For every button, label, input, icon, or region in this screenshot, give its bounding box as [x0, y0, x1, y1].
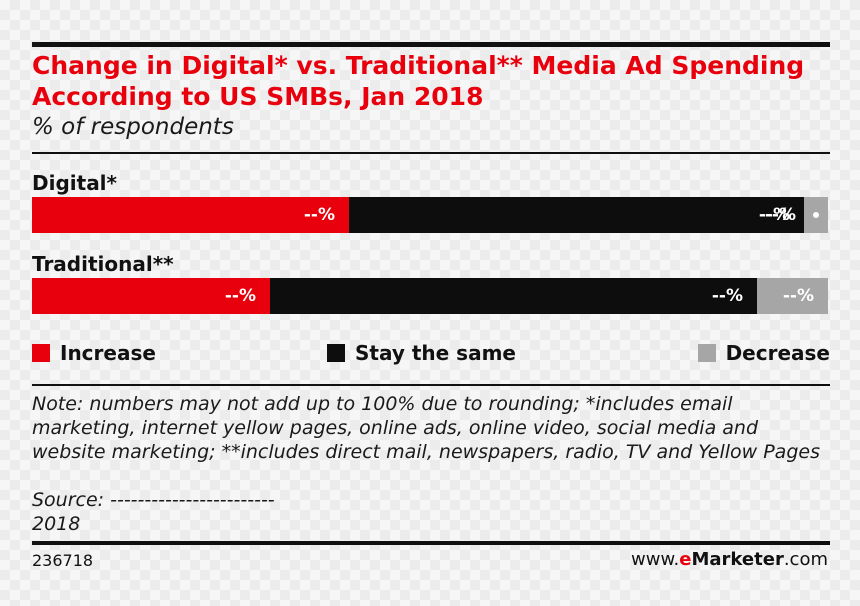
- bar-segment-digital-stay-same: --%: [349, 197, 804, 233]
- row-label-digital: Digital*: [32, 171, 117, 195]
- chart-id: 236718: [32, 551, 94, 570]
- bar-traditional: --% --% --%: [32, 278, 828, 314]
- row-label-traditional: Traditional**: [32, 252, 174, 276]
- legend-swatch-stay-same: [327, 344, 345, 362]
- bar-segment-traditional-increase: --%: [32, 278, 270, 314]
- subtitle-rule: [32, 152, 830, 154]
- emarketer-credit[interactable]: www.eMarketer.com: [631, 549, 828, 570]
- data-label-digital-increase: --%: [303, 205, 335, 225]
- legend-label-increase: Increase: [60, 341, 156, 365]
- legend-item-increase: Increase: [32, 340, 156, 366]
- credit-prefix: www.: [631, 549, 680, 570]
- legend-item-decrease: Decrease: [697, 340, 830, 366]
- data-label-traditional-increase: --%: [224, 286, 256, 306]
- top-rule: [32, 42, 830, 47]
- legend-label-stay-same: Stay the same: [355, 341, 516, 365]
- data-label-traditional-decrease: --%: [782, 286, 814, 306]
- bar-segment-digital-increase: --%: [32, 197, 349, 233]
- bottom-rule: [32, 541, 830, 545]
- source-line: Source: ------------------------: [32, 489, 275, 511]
- bar-segment-digital-decrease: --%: [765, 197, 828, 233]
- credit-e: e: [679, 549, 692, 570]
- bar-segment-traditional-stay-same: --%: [270, 278, 757, 314]
- bar-digital: --% --% --%: [32, 197, 828, 233]
- data-label-digital-decrease: --%: [764, 205, 796, 225]
- legend-swatch-decrease: [697, 344, 716, 362]
- data-label-traditional-stay-same: --%: [711, 286, 743, 306]
- legend-swatch-increase: [32, 344, 50, 362]
- legend-item-stay-same: Stay the same: [327, 340, 516, 366]
- credit-suffix: .com: [783, 549, 828, 570]
- data-label-digital-stay-same: --%: [758, 205, 790, 225]
- chart-subtitle: % of respondents: [32, 114, 234, 140]
- chart-title: Change in Digital* vs. Traditional** Med…: [32, 51, 805, 111]
- legend-rule: [32, 384, 830, 386]
- legend: Increase Stay the same Decrease: [32, 340, 830, 366]
- footnote: Note: numbers may not add up to 100% due…: [32, 393, 820, 463]
- source-year: 2018: [32, 513, 81, 535]
- bar-segment-traditional-decrease: --%: [757, 278, 828, 314]
- credit-brand: Marketer: [691, 549, 784, 570]
- leader-dot-digital: [813, 212, 819, 218]
- legend-label-decrease: Decrease: [725, 341, 830, 365]
